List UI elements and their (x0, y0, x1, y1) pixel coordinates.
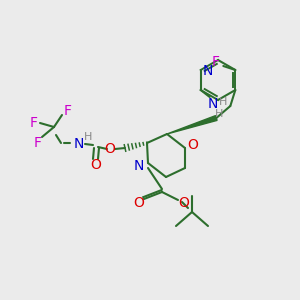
Text: H: H (214, 109, 223, 119)
Text: O: O (188, 138, 198, 152)
Text: F: F (211, 55, 219, 69)
Text: F: F (34, 136, 42, 150)
Text: O: O (178, 196, 189, 210)
Text: O: O (105, 142, 116, 156)
Text: N: N (202, 64, 213, 78)
Text: F: F (30, 116, 38, 130)
Polygon shape (167, 116, 217, 134)
Text: F: F (64, 104, 72, 118)
Text: N: N (74, 137, 84, 151)
Text: N: N (134, 159, 144, 173)
Text: O: O (91, 158, 101, 172)
Text: H: H (218, 97, 227, 107)
Text: N: N (208, 97, 218, 111)
Text: O: O (134, 196, 144, 210)
Text: H: H (84, 132, 92, 142)
